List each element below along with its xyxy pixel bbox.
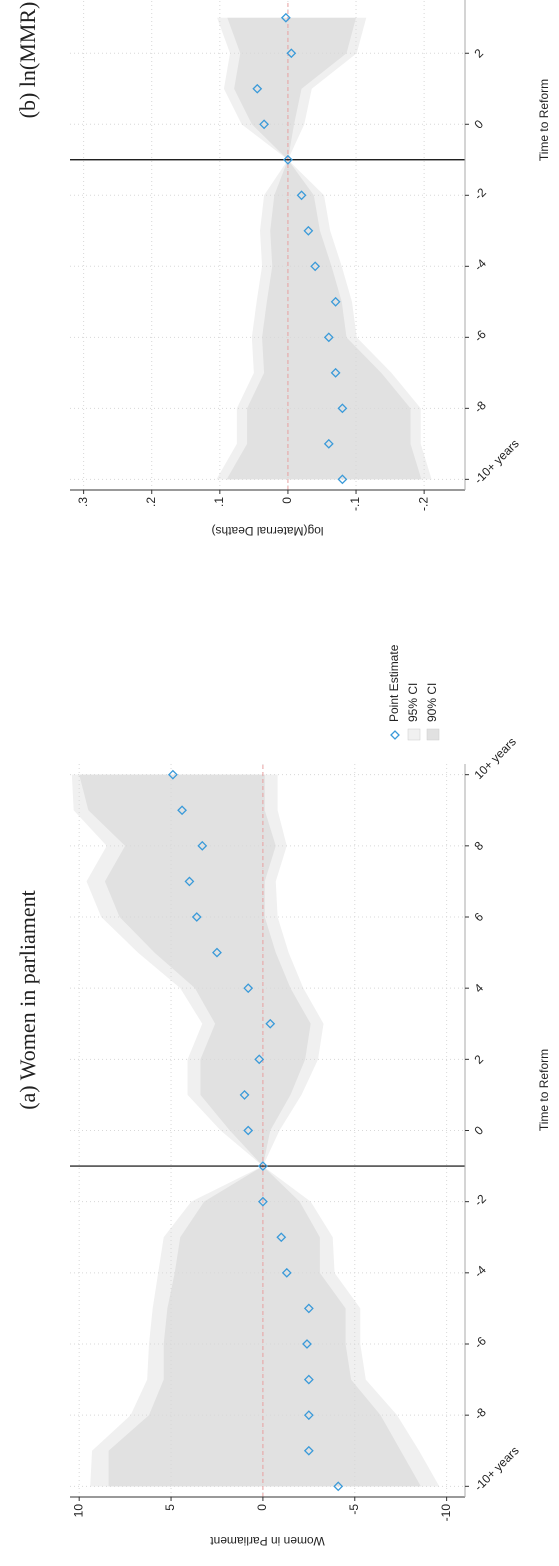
x-tick-label: -4 xyxy=(471,1263,489,1281)
y-tick-label: .1 xyxy=(212,497,226,507)
point xyxy=(280,12,291,23)
x-tick-label: 10+ years xyxy=(471,735,518,782)
x-tick-label: 8 xyxy=(471,838,486,853)
x-axis-title: Time to Reform xyxy=(537,1049,551,1131)
point xyxy=(303,1303,314,1314)
ci-band xyxy=(226,17,422,480)
y-tick-label: 0 xyxy=(280,497,294,504)
point xyxy=(243,1125,254,1136)
point xyxy=(276,1232,287,1243)
x-tick-label: -2 xyxy=(471,185,489,203)
point xyxy=(257,1196,268,1207)
y-axis-title: log(Maternal Deaths) xyxy=(211,524,323,538)
point xyxy=(303,1445,314,1456)
x-tick-label: 2 xyxy=(471,1052,486,1067)
point xyxy=(212,947,222,958)
x-tick-label: 0 xyxy=(471,1123,486,1138)
x-tick-label: -10+ years xyxy=(471,1443,521,1493)
point xyxy=(337,403,348,414)
x-tick-label: 2 xyxy=(471,46,486,61)
y-tick-label: 5 xyxy=(163,1504,177,1511)
point xyxy=(337,474,348,485)
x-axis-title: Time to Reform xyxy=(537,79,551,161)
legend: Point Estimate 95% CI 90% CI xyxy=(387,644,440,741)
point xyxy=(310,261,321,272)
point xyxy=(330,296,341,307)
point xyxy=(252,83,263,94)
x-tick-label: -8 xyxy=(471,398,489,416)
x-tick-label: 0 xyxy=(471,117,486,132)
point xyxy=(167,769,178,780)
point xyxy=(303,1374,314,1385)
x-tick-label: -10+ years xyxy=(471,436,521,486)
y-tick-label: -10 xyxy=(439,1504,453,1522)
plot-area xyxy=(70,764,465,1497)
legend-marker xyxy=(390,730,400,740)
chart-title: (a) Women in parliament xyxy=(15,890,40,1110)
point xyxy=(191,912,202,922)
point xyxy=(184,876,195,887)
chart-title: (b) ln(MMR) xyxy=(15,2,40,119)
legend-label: 95% CI xyxy=(406,683,420,722)
legend-label: Point Estimate xyxy=(387,644,401,722)
point xyxy=(197,840,208,851)
x-tick-label: -6 xyxy=(471,1334,489,1352)
point xyxy=(265,1018,276,1029)
point xyxy=(296,190,307,201)
point xyxy=(254,1054,265,1065)
point xyxy=(257,1161,268,1172)
y-tick-label: -.2 xyxy=(416,497,430,511)
point xyxy=(303,225,314,236)
y-tick-label: .2 xyxy=(144,497,158,507)
point xyxy=(303,1410,314,1421)
legend-swatch xyxy=(426,728,440,741)
point xyxy=(177,805,187,816)
point xyxy=(259,119,270,130)
y-tick-label: 10 xyxy=(71,1504,85,1518)
y-tick-label: 0 xyxy=(255,1504,269,1511)
point xyxy=(239,1089,250,1100)
point xyxy=(243,983,254,994)
point xyxy=(302,1339,312,1349)
y-tick-label: .3 xyxy=(76,497,90,507)
point xyxy=(333,1481,344,1492)
x-tick-label: 4 xyxy=(471,981,486,996)
x-tick-label: -8 xyxy=(471,1405,489,1423)
y-tick-label: -5 xyxy=(347,1504,361,1515)
point xyxy=(330,367,341,378)
point xyxy=(281,1267,292,1278)
chart: 10 5 0 -5 -10 -10+ years -8 -6 -4 -2 0 2 4 6 8 10+ year… xyxy=(15,644,551,1548)
y-tick-label: -.1 xyxy=(348,497,362,511)
x-tick-label: -4 xyxy=(471,256,489,274)
point xyxy=(323,438,334,449)
x-tick-label: -2 xyxy=(471,1191,489,1209)
legend-label: 90% CI xyxy=(425,683,439,722)
point xyxy=(283,154,293,165)
chart: .3 .2 .1 0 -.1 -.2 -10+ years -8 -6 -4 -2 0 2 (b) ln(… xyxy=(15,0,551,538)
point xyxy=(323,332,334,343)
x-tick-label: -6 xyxy=(471,327,489,345)
rotated-figure: 10 5 0 -5 -10 -10+ years -8 -6 -4 -2 0 2 4 6 8 10+ year… xyxy=(15,0,551,1548)
x-tick-label: 6 xyxy=(471,910,486,925)
point xyxy=(286,48,297,59)
y-axis-title: Women in Parliament xyxy=(210,1534,325,1548)
plot-area xyxy=(70,0,465,490)
legend-swatch xyxy=(407,728,421,741)
